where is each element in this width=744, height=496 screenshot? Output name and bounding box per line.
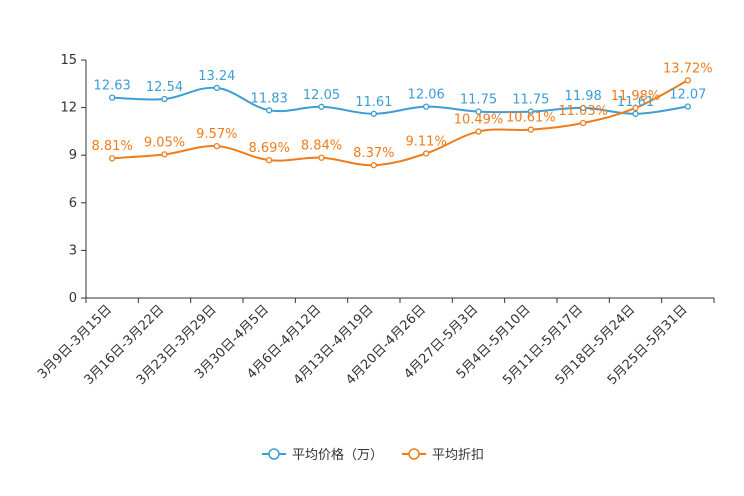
data-point	[109, 155, 116, 162]
data-point	[527, 126, 534, 133]
series-line-1	[112, 79, 689, 167]
data-point	[632, 104, 639, 112]
data-label: 12.63	[94, 79, 131, 94]
data-point	[370, 110, 377, 117]
data-label: 11.75	[512, 93, 549, 108]
data-point	[580, 104, 587, 112]
data-label: 11.61	[617, 95, 654, 110]
legend-label: 平均折扣	[432, 448, 484, 463]
y-tick-label: 0	[69, 291, 77, 306]
y-tick-label: 3	[69, 243, 77, 258]
data-label: 11.98%	[611, 89, 661, 104]
y-tick-label: 6	[69, 196, 77, 211]
y-tick-label: 15	[60, 53, 77, 68]
data-label: 8.69%	[249, 141, 290, 156]
series-lines	[109, 77, 691, 169]
data-point	[423, 150, 430, 157]
legend-marker-icon	[268, 448, 280, 460]
data-point	[266, 156, 273, 164]
data-label: 10.49%	[454, 113, 504, 128]
data-point	[213, 143, 220, 150]
data-label: 11.03%	[558, 104, 608, 119]
legend-marker-icon	[408, 448, 420, 460]
data-label: 9.57%	[196, 127, 237, 142]
data-point	[109, 94, 116, 101]
data-label: 11.98	[565, 89, 602, 104]
data-point	[475, 128, 482, 135]
data-label: 12.07	[669, 87, 706, 102]
data-label: 13.24	[198, 69, 235, 84]
data-point	[684, 77, 691, 84]
data-label: 12.54	[146, 80, 183, 95]
series-line-0	[112, 86, 688, 115]
legend[interactable]: 平均价格（万） 平均折扣	[262, 447, 484, 463]
data-label: 9.11%	[406, 134, 447, 149]
data-point	[161, 151, 168, 158]
data-label: 8.84%	[301, 139, 342, 154]
data-point	[580, 119, 587, 127]
data-point	[318, 103, 325, 110]
legend-item-0[interactable]: 平均价格（万）	[262, 447, 383, 463]
legend-label: 平均价格（万）	[292, 447, 383, 463]
legend-item-1[interactable]: 平均折扣	[402, 448, 484, 463]
data-point	[475, 108, 482, 115]
data-label: 12.05	[303, 88, 340, 103]
data-point	[370, 162, 377, 169]
data-point	[423, 103, 430, 110]
data-point	[318, 154, 325, 161]
data-label: 11.83	[251, 91, 288, 106]
data-point	[266, 107, 273, 114]
data-label: 13.72%	[663, 61, 713, 76]
y-tick-label: 9	[69, 148, 77, 163]
data-point	[213, 84, 220, 92]
data-label: 11.61	[355, 95, 392, 110]
data-label: 9.05%	[144, 135, 185, 150]
data-label: 11.75	[460, 93, 497, 108]
data-label: 12.06	[408, 88, 445, 103]
data-point	[161, 95, 168, 103]
data-label: 8.81%	[92, 139, 133, 154]
data-labels: 12.63 12.54 13.24 11.83 12.05 11.61 12.06 11.75…	[92, 61, 713, 161]
data-label: 8.37%	[353, 146, 394, 161]
data-point	[684, 103, 691, 110]
data-point	[632, 110, 639, 117]
y-tick-label: 12	[60, 101, 77, 116]
data-label: 10.61%	[506, 111, 556, 126]
data-point	[527, 108, 534, 115]
